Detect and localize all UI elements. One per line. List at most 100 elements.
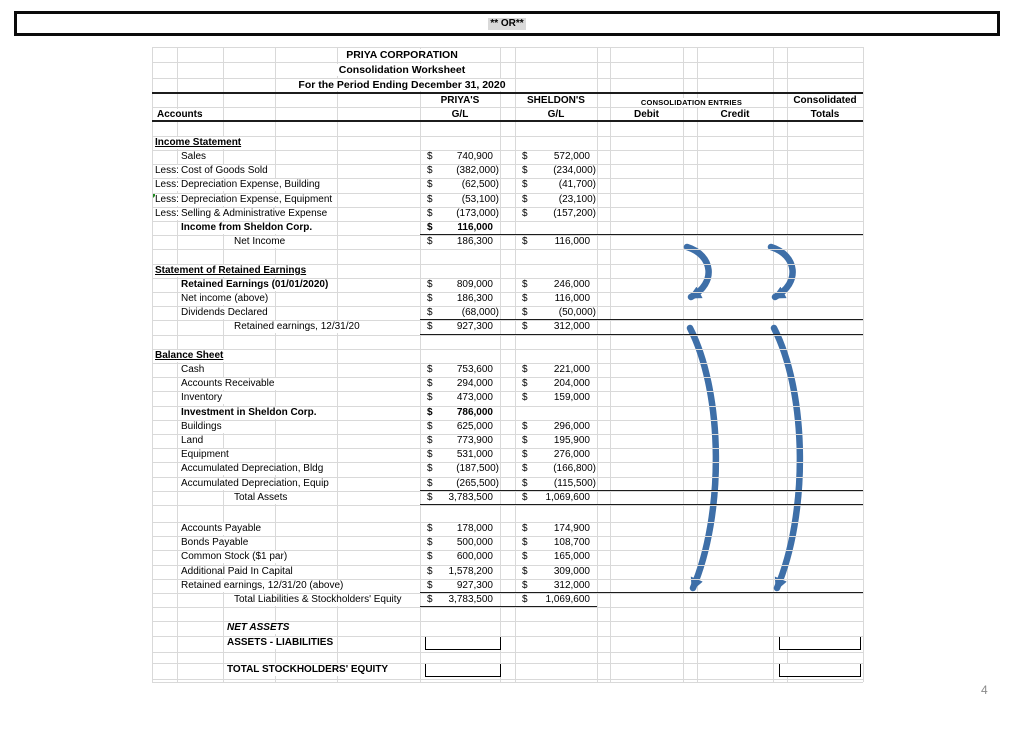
amount-cell: $ (41,700) [515,179,597,191]
row-label: Retained earnings, 12/31/20 (above) [181,579,346,592]
assets-liabilities-input-priya[interactable] [425,636,501,651]
amount-cell: $809,000 [420,279,500,291]
sheet-row: Buildings $625,000 $296,000 [152,420,863,434]
grid-vline [863,47,864,682]
row-label: Land [181,435,206,447]
grid-vline [177,47,178,682]
amount-value: 116,000 [554,293,590,304]
row-label: Accumulated Depreciation, Bldg [181,463,326,476]
grid-hline [152,679,863,680]
col-header-totals: Totals [808,109,842,120]
dollar-sign: $ [522,435,528,446]
amount-cell: $165,000 [515,551,597,563]
dollar-sign: $ [522,537,528,549]
row-label: NET ASSETS [227,622,292,635]
grid-vline [683,47,684,682]
grid-hline [152,349,863,350]
row-label: Income from Sheldon Corp. [181,222,315,234]
amount-cell: $600,000 [420,551,500,563]
dollar-sign: $ [522,463,528,475]
dollar-sign: $ [522,165,528,177]
dollar-sign: $ [522,364,528,375]
row-label: Total Assets [234,491,290,504]
total-rule [152,92,863,94]
total-rule [420,334,863,336]
amount-cell: $186,300 [420,236,500,248]
grid-hline [152,462,863,463]
amount-value: (173,000) [456,207,499,219]
dollar-sign: $ [522,551,528,563]
dollar-sign: $ [427,491,433,503]
dollar-sign: $ [427,579,433,591]
grid-hline [152,663,863,664]
dollar-sign: $ [427,278,433,290]
col-header-debit: Debit [632,109,661,120]
sheet-row: Less: Depreciation Expense, Equipment $ (53… [152,193,863,207]
row-label: Net Income [234,236,288,249]
amount-value: (23,100) [558,193,596,205]
sheet-row: Balance Sheet [152,349,863,363]
dollar-sign: $ [522,491,528,503]
sheet-row: NET ASSETS [152,621,863,635]
amount-value: 600,000 [456,551,493,563]
amount-cell: $276,000 [515,449,597,461]
sheet-row: Retained Earnings (01/01/2020) $809,000 $2… [152,278,863,292]
assets-liabilities-input-consolidated[interactable] [779,636,861,651]
amount-cell: $531,000 [420,449,500,461]
total-stockholders-equity-input-priya[interactable] [425,663,501,678]
grid-hline [152,420,863,421]
col-header-consolidated: Consolidated [791,95,859,106]
grid-vline [515,47,516,682]
sheet-row: Retained earnings, 12/31/20 $927,300 $312,… [152,320,863,334]
grid-vline [152,47,153,682]
row-label: Accounts Receivable [181,378,277,391]
amount-value: 312,000 [553,579,590,591]
sheet-row: Common Stock ($1 par) $600,000 $165,000 [152,550,863,564]
sheet-row: Less: Depreciation Expense, Building $ (62,… [152,178,863,192]
row-label: Retained Earnings (01/01/2020) [181,278,331,291]
amount-value: 3,783,500 [448,594,494,605]
amount-value: 773,900 [456,435,493,446]
amount-value: 572,000 [553,151,590,162]
amount-value: 186,300 [456,293,493,304]
amount-cell: $ (50,000) [515,307,597,319]
dollar-sign: $ [427,565,433,577]
amount-cell: $ (173,000) [420,208,500,220]
amount-cell: $500,000 [420,537,500,549]
amount-value: 786,000 [456,406,493,418]
dollar-sign: $ [522,378,528,390]
sheet-row: Sales $740,900 $572,000 [152,150,863,164]
amount-cell: $195,900 [515,435,597,447]
amount-value: 116,000 [457,222,493,233]
dollar-sign: $ [427,321,433,333]
sheet-row: Income from Sheldon Corp. $116,000 [152,221,863,235]
total-stockholders-equity-input-consolidated[interactable] [779,663,861,678]
amount-value: 740,900 [456,151,493,162]
sheet-row [152,505,863,522]
amount-cell: $ (166,800) [515,463,597,475]
amount-cell: $ (68,000) [420,307,500,319]
grid-hline [152,565,863,566]
total-rule [420,606,597,608]
dollar-sign: $ [427,463,433,475]
col-header-credit: Credit [718,109,752,120]
grid-hline [152,335,863,336]
amount-value: 473,000 [456,392,493,404]
amount-value: (234,000) [553,165,596,177]
amount-value: 809,000 [456,278,493,290]
row-label: Cash [181,364,207,376]
less-prefix: Less: [155,207,181,220]
sheet-row: Less: Selling & Administrative Expense $ (1… [152,207,863,221]
grid-hline [152,579,863,580]
dollar-sign: $ [427,207,433,219]
amount-value: 625,000 [456,420,493,432]
dollar-sign: $ [427,449,433,461]
amount-cell: $309,000 [515,566,597,578]
grid-vline [500,47,501,682]
sheet-row: Equipment $531,000 $276,000 [152,448,863,462]
dollar-sign: $ [427,151,433,162]
grid-hline [152,136,863,137]
amount-cell: $625,000 [420,421,500,433]
grid-hline [152,377,863,378]
sheet-row [152,249,863,263]
